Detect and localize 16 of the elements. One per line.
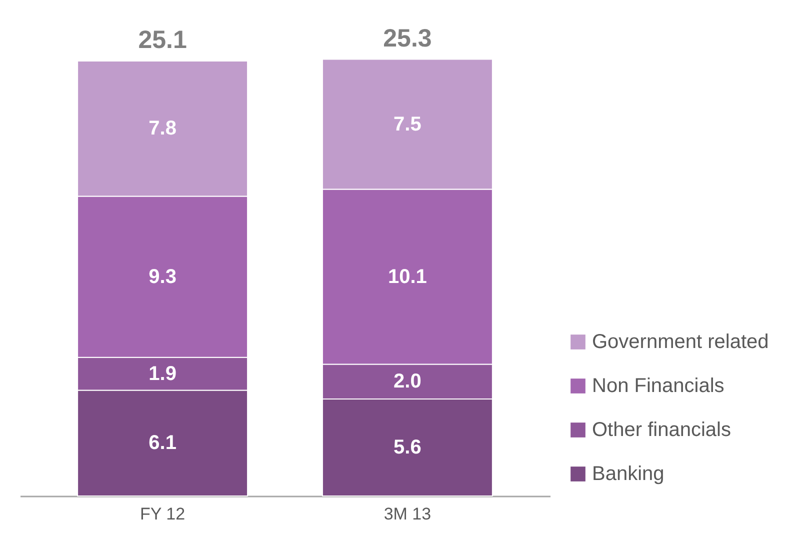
legend-label: Non Financials: [592, 375, 724, 397]
data-label: 2.0: [394, 370, 422, 393]
data-label: 6.1: [148, 432, 176, 454]
data-label: 9.3: [148, 266, 176, 288]
legend-label: Banking: [592, 463, 664, 485]
data-label: 7.8: [148, 118, 176, 140]
legend-label: Government related: [592, 331, 769, 353]
x-tick-label: 3M 13: [384, 504, 432, 524]
data-label: 5.6: [394, 436, 422, 458]
data-label: 1.9: [148, 362, 176, 385]
legend-label: Other financials: [592, 419, 731, 441]
total-label: 25.3: [383, 24, 432, 52]
x-tick-label: FY 12: [140, 504, 186, 524]
total-label: 25.1: [138, 26, 187, 54]
data-label: 10.1: [388, 266, 427, 288]
data-label: 7.5: [394, 113, 422, 136]
